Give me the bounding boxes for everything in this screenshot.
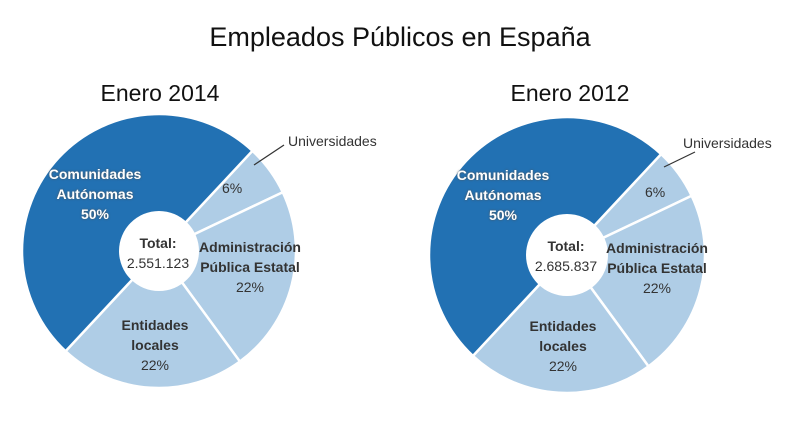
chart-1-pct-universidades: 6%	[222, 180, 243, 196]
slice-pct: 50%	[80, 206, 110, 222]
center-value: 2.685.837	[534, 258, 598, 274]
slice-name: Administración Pública Estatal	[606, 240, 708, 276]
slice-name: Comunidades Autónomas	[456, 167, 550, 203]
center-label: Total:	[139, 235, 177, 251]
chart-1-slice-1	[157, 190, 298, 364]
chart-1-label-estatal: Administración Pública Estatal 22%	[190, 237, 310, 297]
chart-1-donut-hole	[119, 211, 199, 291]
slice-name: Entidades locales	[121, 317, 189, 353]
chart-1-slice-2	[63, 249, 242, 390]
chart-2-slice-1	[565, 194, 707, 369]
chart-2-leader-line	[663, 151, 696, 168]
chart-2-donut-hole	[526, 214, 608, 296]
slice-name: Comunidades Autónomas	[48, 166, 142, 202]
chart-1-label-entidades: Entidades locales 22%	[110, 315, 200, 375]
chart-2-label-comunidades: Comunidades Autónomas 50%	[448, 165, 558, 225]
chart-1-label-universidades: Universidades	[288, 133, 377, 149]
chart-2-label-universidades: Universidades	[683, 135, 772, 151]
slice-pct: 22%	[548, 358, 578, 374]
chart-2-title: Enero 2012	[510, 80, 630, 106]
slice-name: Entidades locales	[529, 318, 597, 354]
chart-1-title: Enero 2014	[100, 80, 220, 106]
chart-2-label-estatal: Administración Pública Estatal 22%	[597, 238, 717, 298]
chart-2-slice-2	[471, 253, 651, 395]
chart-1-center: Total: 2.551.123	[117, 233, 199, 273]
chart-2-center: Total: 2.685.837	[525, 236, 607, 276]
center-value: 2.551.123	[126, 255, 190, 271]
chart-2-label-entidades: Entidades locales 22%	[518, 316, 608, 376]
chart-title: Empleados Públicos en España	[209, 22, 591, 52]
slice-pct: 22%	[140, 357, 170, 373]
slice-pct: 22%	[235, 279, 265, 295]
chart-2-pct-universidades: 6%	[645, 184, 666, 200]
chart-1-label-comunidades: Comunidades Autónomas 50%	[40, 164, 150, 224]
slice-name: Administración Pública Estatal	[199, 239, 301, 275]
slice-pct: 22%	[642, 280, 672, 296]
chart-1-leader-line	[253, 144, 285, 166]
center-label: Total:	[547, 238, 585, 254]
slice-pct: 50%	[488, 207, 518, 223]
